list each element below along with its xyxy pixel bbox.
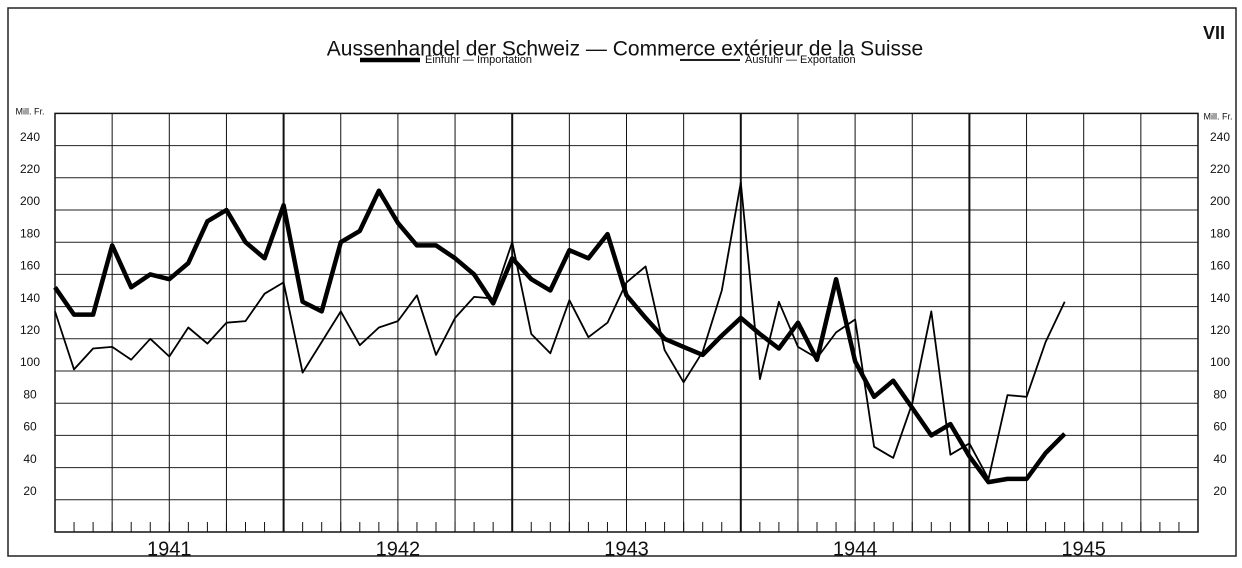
series-line (54, 181, 1066, 480)
y-tick-label-right: 200 (1210, 194, 1230, 208)
y-tick-label-right: 100 (1210, 355, 1230, 369)
legend-label: Ausfuhr — Exportation (745, 54, 856, 66)
y-tick-label: 120 (20, 323, 40, 337)
year-label: 1941 (147, 538, 192, 560)
unit-left: Mill. Fr. (16, 106, 45, 116)
frame (7, 7, 1237, 557)
plate-number: VII (1203, 23, 1225, 43)
y-tick-label: 80 (23, 387, 37, 401)
y-tick-label: 220 (20, 162, 40, 176)
series-line (53, 188, 1067, 485)
y-tick-label: 60 (23, 420, 37, 434)
y-tick-label: 180 (20, 226, 40, 240)
y-tick-label-right: 140 (1210, 291, 1230, 305)
y-tick-label-right: 160 (1210, 259, 1230, 273)
y-tick-label: 240 (20, 130, 40, 144)
unit-right: Mill. Fr. (1204, 111, 1233, 121)
y-tick-label: 140 (20, 291, 40, 305)
year-label: 1944 (833, 538, 878, 560)
legend-label: Einfuhr — Importation (425, 54, 532, 66)
y-tick-label: 40 (23, 452, 37, 466)
chart-title: Aussenhandel der Schweiz — Commerce exté… (327, 38, 923, 61)
year-label: 1942 (376, 538, 421, 560)
y-tick-label-right: 180 (1210, 226, 1230, 240)
y-tick-label-right: 20 (1213, 484, 1227, 498)
y-tick-label: 20 (23, 484, 37, 498)
y-tick-label-right: 60 (1213, 420, 1227, 434)
y-tick-label-right: 220 (1210, 162, 1230, 176)
y-tick-label: 160 (20, 259, 40, 273)
year-label: 1943 (604, 538, 649, 560)
y-tick-label: 100 (20, 355, 40, 369)
y-tick-label: 200 (20, 194, 40, 208)
y-tick-label-right: 40 (1213, 452, 1227, 466)
y-tick-label-right: 120 (1210, 323, 1230, 337)
year-label: 1945 (1061, 538, 1106, 560)
y-tick-label-right: 80 (1213, 387, 1227, 401)
y-tick-label-right: 240 (1210, 130, 1230, 144)
